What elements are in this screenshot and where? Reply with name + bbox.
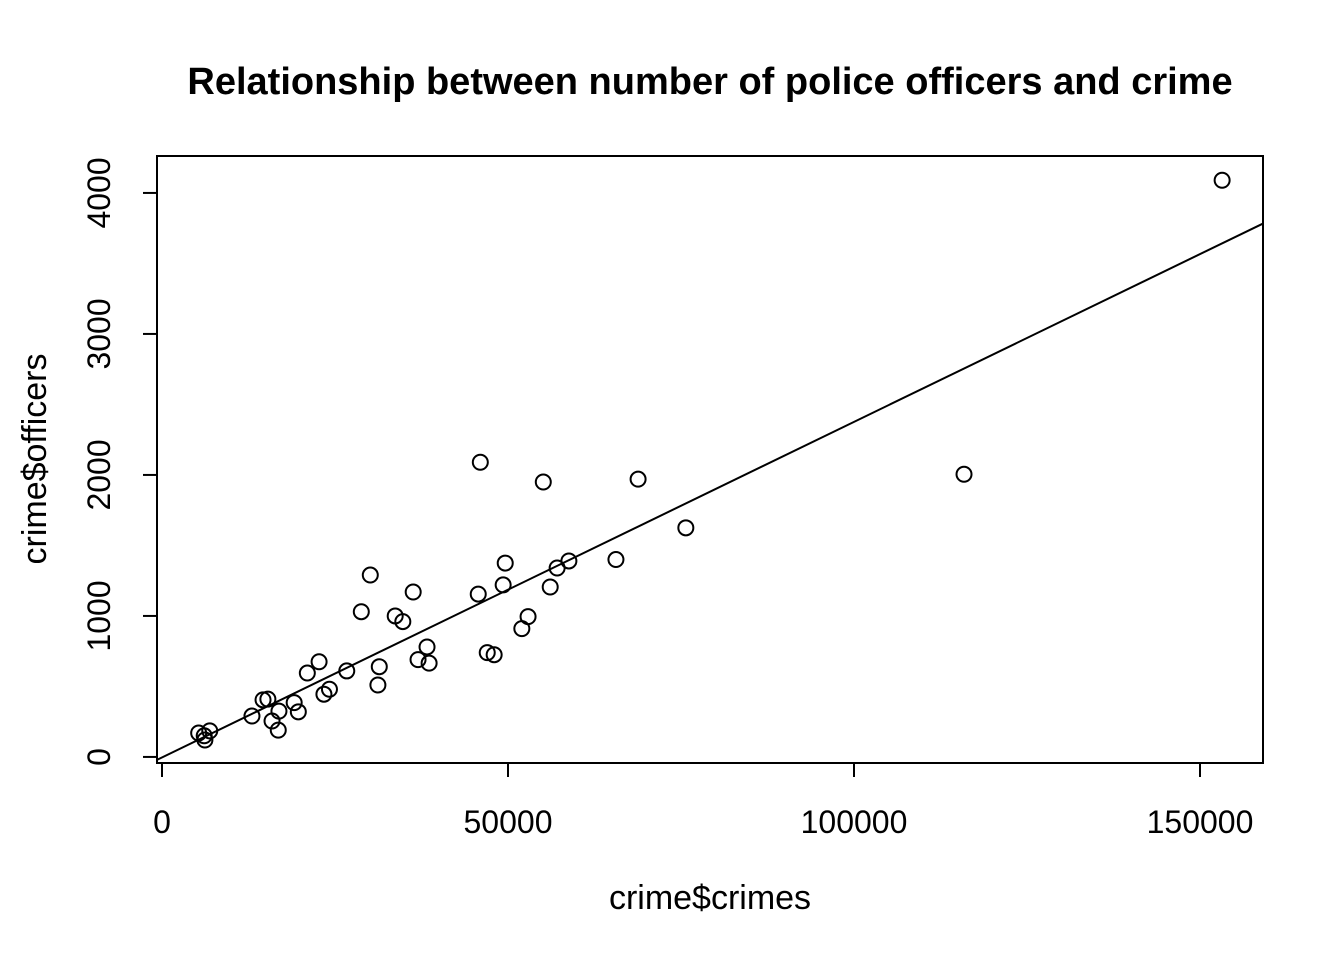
- regression-line-group: [156, 222, 1264, 761]
- data-point: [420, 654, 438, 672]
- y-axis-ticks: 0 1000 2000 3000 4000: [81, 157, 157, 766]
- y-tick-label: 4000: [81, 157, 117, 228]
- data-point: [494, 576, 512, 594]
- data-point: [310, 653, 328, 671]
- y-tick-label: 1000: [81, 580, 117, 651]
- data-point: [338, 662, 356, 680]
- data-point: [370, 658, 388, 676]
- data-point: [1213, 171, 1231, 189]
- x-axis-ticks: 0 50000 100000 150000: [153, 763, 1253, 840]
- data-point: [485, 646, 503, 664]
- data-point: [243, 707, 261, 725]
- x-tick-label: 100000: [801, 804, 908, 840]
- data-point: [418, 638, 436, 656]
- data-point: [409, 651, 427, 669]
- x-tick-label: 50000: [464, 804, 553, 840]
- data-points: [190, 171, 1231, 749]
- chart-title: Relationship between number of police of…: [187, 61, 1232, 103]
- data-point: [320, 680, 338, 698]
- data-point: [955, 465, 973, 483]
- x-tick-label: 0: [153, 804, 171, 840]
- data-point: [315, 685, 333, 703]
- data-point: [289, 703, 307, 721]
- regression-line: [156, 222, 1264, 761]
- data-point: [478, 644, 496, 662]
- y-tick-label: 0: [81, 748, 117, 766]
- data-point: [259, 690, 277, 708]
- x-tick-label: 150000: [1147, 804, 1254, 840]
- x-axis-label: crime$crimes: [609, 879, 811, 917]
- data-point: [469, 585, 487, 603]
- data-point: [534, 473, 552, 491]
- data-point: [196, 731, 214, 749]
- data-point: [263, 712, 281, 730]
- data-point: [519, 608, 537, 626]
- data-point: [394, 613, 412, 631]
- data-point: [496, 554, 514, 572]
- plot-box: [156, 155, 1264, 764]
- data-point: [298, 664, 316, 682]
- data-point: [541, 578, 559, 596]
- y-tick-label: 3000: [81, 298, 117, 369]
- data-point: [361, 566, 379, 584]
- data-point: [607, 551, 625, 569]
- data-point: [629, 470, 647, 488]
- data-point: [369, 676, 387, 694]
- data-point: [352, 603, 370, 621]
- y-tick-label: 2000: [81, 439, 117, 510]
- data-point: [471, 453, 489, 471]
- data-point: [201, 722, 219, 740]
- data-point: [285, 694, 303, 712]
- y-axis-label: crime$officers: [16, 354, 54, 565]
- data-point: [404, 583, 422, 601]
- data-point: [677, 519, 695, 537]
- data-point: [560, 552, 578, 570]
- data-point: [269, 721, 287, 739]
